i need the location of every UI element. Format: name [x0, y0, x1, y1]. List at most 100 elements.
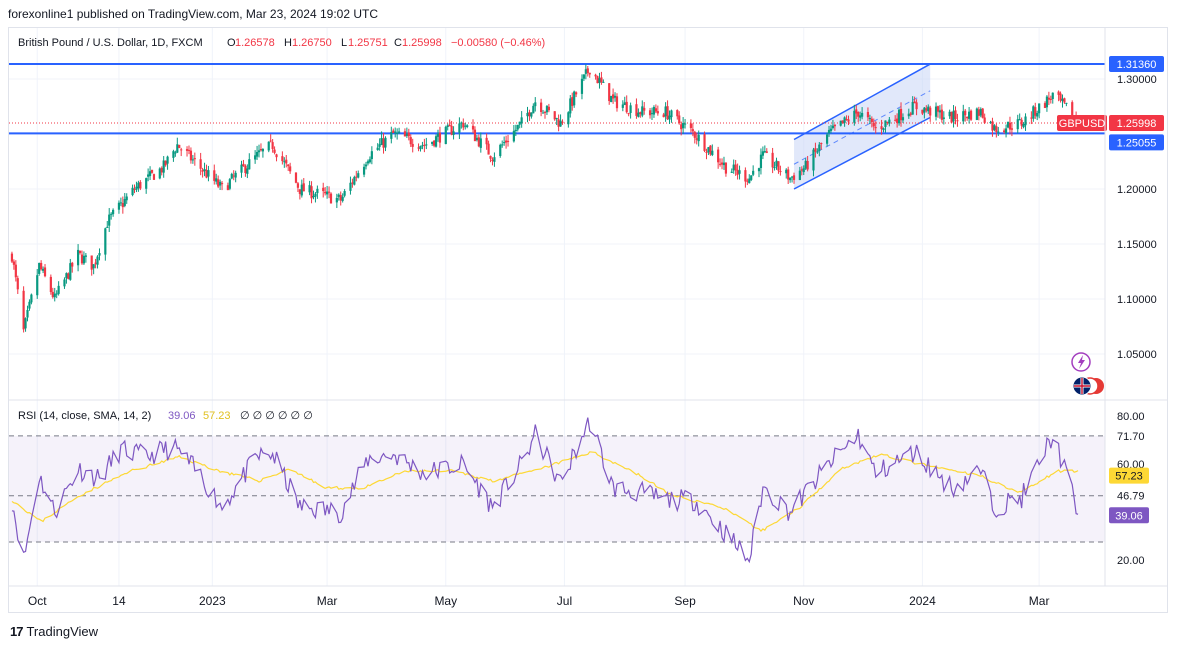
- candle-body: [720, 162, 724, 165]
- candle-body: [615, 96, 619, 109]
- last-price-badge-text: 1.25998: [1117, 118, 1157, 130]
- candle-body: [610, 95, 613, 103]
- candle-body: [314, 193, 317, 197]
- candle-body: [995, 126, 998, 133]
- lightning-icon[interactable]: [1071, 352, 1091, 372]
- support-badge-bg: [1109, 134, 1164, 151]
- candle-body: [125, 196, 128, 201]
- candle-body: [757, 168, 761, 172]
- candle-body: [244, 165, 247, 174]
- candle-body: [1024, 116, 1027, 126]
- candle-body: [571, 97, 574, 106]
- support-badge-text: 1.25055: [1117, 137, 1157, 149]
- candle-body: [641, 106, 644, 116]
- candle-body: [396, 132, 399, 134]
- candle-body: [364, 164, 368, 167]
- rsi-badge-text: 39.06: [1115, 510, 1143, 522]
- candle-body: [868, 118, 871, 120]
- candle-body: [14, 264, 17, 278]
- candle-body: [362, 166, 366, 175]
- candle-body: [648, 110, 652, 116]
- candle-body: [792, 175, 796, 180]
- footer[interactable]: 17 TradingView: [10, 624, 98, 639]
- symbol-title: British Pound / U.S. Dollar, 1D, FXCM: [18, 37, 203, 49]
- resistance-badge: 1.31360: [1109, 56, 1164, 73]
- candle-body: [326, 191, 329, 195]
- rsi-tick-label: 80.00: [1117, 411, 1145, 423]
- candle-body: [80, 254, 84, 264]
- candle-body: [956, 120, 959, 122]
- candle-body: [785, 169, 788, 174]
- rsi-tick-label: 71.70: [1117, 431, 1145, 443]
- candle-body: [705, 151, 708, 153]
- candle-body: [954, 110, 957, 119]
- rsi-sma-badge-text: 57.23: [1115, 471, 1143, 483]
- time-tick-label: Oct: [28, 594, 47, 608]
- candle-body: [859, 115, 862, 118]
- candle-body: [787, 169, 790, 180]
- candle-body: [329, 193, 333, 204]
- support-badge: 1.25055: [1109, 134, 1164, 151]
- candle-body: [598, 78, 601, 83]
- candle-body: [255, 151, 259, 157]
- candle-body: [343, 191, 346, 196]
- candle-body: [285, 159, 288, 164]
- candle-body: [392, 130, 395, 133]
- candle-body: [948, 111, 951, 117]
- candle-body: [825, 134, 829, 144]
- price-tick-label: 1.05000: [1117, 349, 1157, 361]
- time-tick-label: Jul: [557, 594, 572, 608]
- symbol-badge-bg: [1057, 115, 1107, 132]
- candle-body: [800, 169, 803, 171]
- candle-body: [460, 122, 463, 124]
- candle-body: [234, 172, 237, 178]
- close-label: C: [394, 37, 402, 49]
- candle-body: [164, 160, 167, 166]
- candle-body: [670, 110, 673, 118]
- candle-body: [516, 124, 519, 130]
- candle-body: [296, 183, 300, 188]
- candle-body: [1004, 128, 1008, 134]
- candle-body: [351, 182, 354, 184]
- flags-icon[interactable]: [1072, 376, 1104, 396]
- candle-body: [10, 253, 14, 262]
- candle-body: [473, 129, 477, 142]
- candle-body: [532, 105, 535, 114]
- candle-body: [121, 203, 124, 208]
- candle-body: [748, 178, 751, 184]
- candle-body: [382, 138, 385, 148]
- candle-body: [643, 107, 646, 111]
- candle-body: [750, 175, 753, 180]
- candle-body: [1051, 92, 1054, 100]
- candle-body: [71, 262, 74, 267]
- candle-body: [759, 154, 763, 169]
- candle-body: [485, 137, 488, 145]
- candle-body: [123, 199, 126, 206]
- candle-body: [656, 111, 659, 114]
- candle-body: [275, 154, 278, 158]
- candle-body: [775, 160, 778, 167]
- candle-body: [335, 197, 338, 203]
- candle-body: [137, 182, 140, 189]
- candle-body: [411, 143, 414, 147]
- candle-body: [569, 98, 572, 114]
- candle-body: [76, 249, 80, 266]
- candle-body: [915, 102, 918, 110]
- rsi-sma-badge: 57.23: [1109, 467, 1149, 484]
- candle-body: [829, 128, 833, 131]
- candle-body: [870, 118, 873, 123]
- candle-body: [691, 129, 694, 132]
- candle-body: [254, 155, 257, 160]
- candle-body: [139, 182, 142, 189]
- candle-body: [966, 116, 969, 119]
- candle-body: [853, 110, 856, 123]
- candle-body: [217, 179, 220, 187]
- candle-body: [417, 147, 420, 149]
- candle-body: [611, 94, 615, 99]
- rsi-sma-legend-value: 57.23: [203, 410, 231, 422]
- candle-body: [997, 131, 1000, 133]
- candle-body: [119, 202, 122, 204]
- candle-body: [300, 184, 303, 196]
- rsi-empty-values: ∅ ∅ ∅ ∅ ∅ ∅: [240, 410, 313, 422]
